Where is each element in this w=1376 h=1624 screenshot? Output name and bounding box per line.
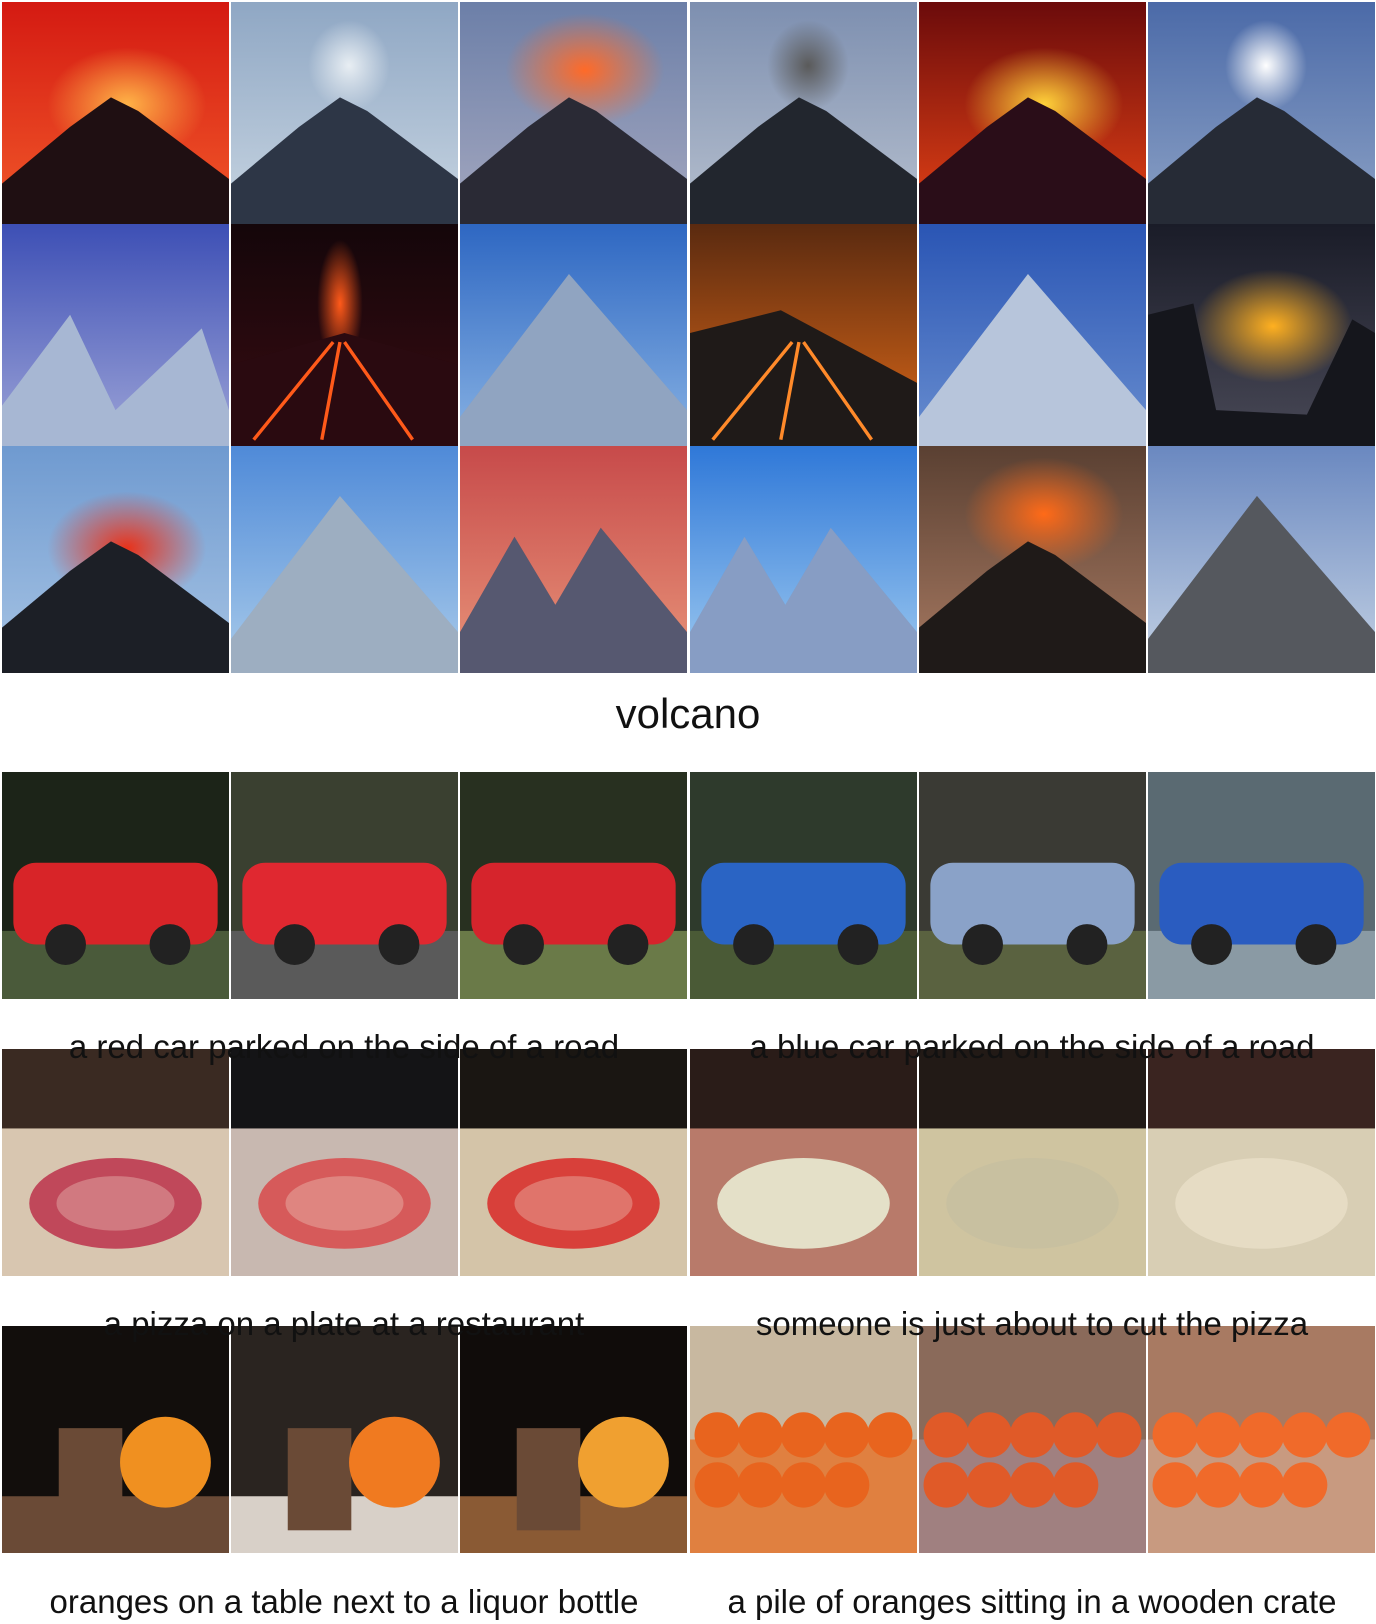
volcano-image [231, 2, 458, 229]
pizza-image [460, 1049, 687, 1276]
orange-image [2, 1326, 229, 1553]
pizza-image [919, 1049, 1146, 1276]
pizza-image [2, 1049, 229, 1276]
volcano-image [460, 446, 687, 673]
volcano-image [690, 2, 917, 229]
caption-cut-pizza: someone is just about to cut the pizza [755, 1305, 1309, 1342]
volcano-image [1148, 2, 1375, 229]
volcano-image [2, 2, 229, 229]
pizza-image [690, 1049, 917, 1276]
pizza-image [231, 1049, 458, 1276]
volcano-image [460, 2, 687, 229]
car-image [2, 772, 229, 999]
pizza-image [1148, 1049, 1375, 1276]
volcano-caption: volcano [615, 690, 761, 737]
orange-image [919, 1326, 1146, 1553]
caption-pizza-plate: a pizza on a plate at a restaurant [103, 1305, 585, 1342]
volcano-image [231, 446, 458, 673]
volcano-image [1148, 446, 1375, 673]
volcano-image [1148, 224, 1375, 451]
orange-image [231, 1326, 458, 1553]
caption-oranges-crate: a pile of oranges sitting in a wooden cr… [727, 1583, 1337, 1620]
caption-red-car: a red car parked on the side of a road [68, 1028, 620, 1065]
orange-image [690, 1326, 917, 1553]
volcano-image [2, 446, 229, 673]
orange-image [460, 1326, 687, 1553]
caption-blue-car: a blue car parked on the side of a road [749, 1028, 1315, 1065]
orange-image [1148, 1326, 1375, 1553]
caption-oranges-bottle: oranges on a table next to a liquor bott… [49, 1583, 639, 1620]
volcano-image [460, 224, 687, 451]
volcano-image [231, 224, 458, 451]
volcano-image [690, 224, 917, 451]
car-image [919, 772, 1146, 999]
car-image [690, 772, 917, 999]
volcano-image [919, 224, 1146, 451]
volcano-image [690, 446, 917, 673]
volcano-image [919, 2, 1146, 229]
car-image [460, 772, 687, 999]
volcano-image [919, 446, 1146, 673]
car-image [231, 772, 458, 999]
volcano-image [2, 224, 229, 451]
car-image [1148, 772, 1375, 999]
